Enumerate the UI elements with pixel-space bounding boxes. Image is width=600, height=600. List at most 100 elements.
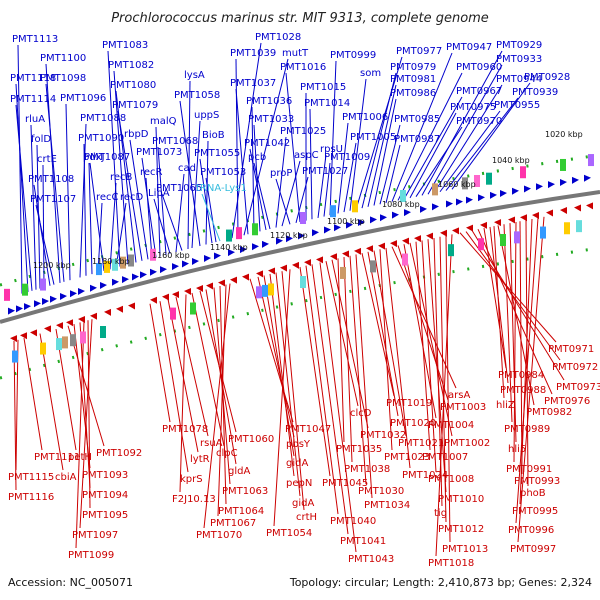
forward-gene-label: rluA (25, 114, 45, 125)
forward-gene-label: PMT0928 (524, 72, 570, 83)
reverse-connector (515, 217, 539, 524)
forward-connector (397, 72, 463, 201)
reverse-gene-label: PMT1032 (360, 430, 406, 441)
reverse-connector (263, 275, 295, 457)
forward-connector (349, 78, 367, 211)
forward-gene-label: PMT1068 (152, 136, 198, 147)
forward-connector (179, 100, 201, 247)
forward-gene-labels: PMT1113 PMT1118 PMT1114 rluA folD crtE PMT1108… (10, 32, 570, 205)
reverse-connector (325, 260, 359, 407)
forward-gene-label: PMT0975 (450, 102, 496, 113)
reverse-gene-arrow (316, 256, 323, 264)
forward-gene-label: PMT0929 (496, 40, 542, 51)
reverse-gene-label: PMT1035 (336, 444, 382, 455)
reverse-gene-arrow (66, 319, 73, 327)
forward-gene-arrow (346, 221, 353, 229)
reverse-gene-label: PMT1070 (196, 530, 242, 541)
reverse-gene-label: PMT0976 (544, 396, 590, 407)
reverse-gene-label: PMT1111 (34, 452, 80, 463)
reverse-gene-label: PMT1047 (285, 424, 331, 435)
reverse-connector (525, 220, 529, 487)
forward-connector (329, 60, 337, 216)
label-connectors (13, 42, 565, 557)
forward-gene-label: PMT1027 (302, 166, 348, 177)
reverse-connector (275, 272, 301, 497)
forward-connector (379, 124, 401, 205)
reverse-gene-arrow (520, 214, 527, 222)
forward-gene-arrow (192, 258, 199, 266)
forward-gene-arrow (392, 211, 399, 219)
forward-gene-label: malQ (150, 116, 177, 127)
reverse-connector (497, 225, 535, 406)
forward-gene-arrow (78, 287, 85, 295)
kbp-tick-1160: 1160 kbp (152, 251, 190, 260)
forward-gene-label: PMT1028 (255, 32, 301, 43)
reverse-gene-label: PMT0997 (510, 544, 556, 555)
reverse-gene-arrow (480, 221, 487, 229)
feature-block (40, 342, 46, 355)
reverse-connector (217, 284, 227, 517)
feature-block (120, 256, 126, 269)
reverse-gene-label: cbiA (55, 472, 77, 483)
reverse-connector (367, 251, 399, 417)
reverse-gene-label: PMT1020 (390, 418, 436, 429)
kbp-tick-1060: 1060 kbp (438, 180, 476, 189)
forward-connector (201, 193, 221, 242)
reverse-gene-label: PMT1060 (228, 434, 274, 445)
feature-block (330, 205, 336, 218)
forward-gene-label: PMT0981 (390, 74, 436, 85)
genome-backbone (0, 190, 600, 324)
reverse-gene-arrow (330, 253, 337, 261)
reverse-connector (257, 276, 295, 438)
reverse-connector (179, 294, 187, 493)
forward-gene-label: BioB (202, 130, 225, 141)
forward-gene-label: pdxJ (83, 152, 105, 163)
forward-connector (337, 122, 349, 214)
forward-gene-label: PMT1090 (78, 133, 124, 144)
forward-connector (17, 44, 23, 294)
reverse-gene-arrow (426, 232, 433, 240)
reverse-gene-label: F2J10.13 (172, 494, 216, 505)
kbp-tick-1200: 1200 kbp (33, 261, 71, 270)
forward-gene-label: PMT1082 (108, 60, 154, 71)
forward-connector (275, 178, 291, 225)
forward-connector (323, 162, 331, 217)
forward-connector (79, 123, 87, 278)
forward-gene-arrow (8, 307, 15, 315)
reverse-gene-arrow (452, 227, 459, 235)
forward-connector (235, 88, 249, 235)
reverse-gene-arrow (546, 209, 553, 217)
forward-gene-label: PMT0939 (512, 87, 558, 98)
reverse-gene-label: PMT0984 (498, 370, 544, 381)
reverse-gene-label: PMT1041 (340, 536, 386, 547)
feature-block (256, 286, 262, 299)
reverse-connector (23, 338, 43, 451)
forward-gene-label: PMT1042 (244, 138, 290, 149)
reverse-gene-arrow (162, 293, 169, 301)
forward-gene-label: PMT0985 (394, 114, 440, 125)
reverse-connector (219, 286, 227, 505)
forward-gene-label: PMT1114 (10, 94, 56, 105)
feature-block (352, 200, 358, 213)
forward-gene-arrow (334, 224, 341, 232)
forward-gene-arrow (358, 218, 365, 226)
reverse-gene-label: crtH (296, 512, 317, 523)
reverse-gene-label: PMT1002 (444, 438, 490, 449)
reverse-gene-label: PMT1038 (344, 464, 390, 475)
forward-gene-label: PMT1014 (304, 98, 350, 109)
forward-gene-arrow (122, 276, 129, 284)
forward-gene-arrow (324, 226, 331, 234)
feature-block (560, 158, 566, 171)
forward-gene-label: recD (120, 192, 144, 203)
forward-connector (129, 139, 149, 260)
reverse-gene-label: clpC (216, 448, 238, 459)
reverse-gene-arrow (466, 224, 473, 232)
forward-gene-arrow (132, 273, 139, 281)
feature-block (402, 253, 408, 266)
forward-connector (42, 164, 45, 288)
forward-gene-label: PMT1083 (102, 40, 148, 51)
feature-block (4, 288, 10, 301)
reverse-connector (343, 257, 353, 463)
forward-connector (367, 84, 397, 207)
